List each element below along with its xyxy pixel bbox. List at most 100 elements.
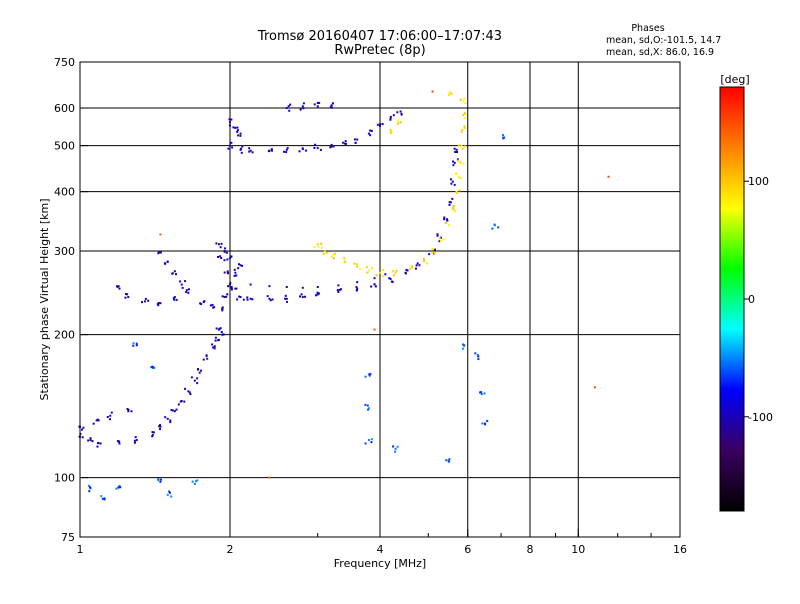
echo-point [174, 273, 177, 276]
echo-point [454, 173, 457, 176]
echo-point [432, 248, 435, 251]
echo-point [151, 435, 154, 438]
echo-point [365, 266, 368, 269]
echo-point [392, 445, 395, 448]
echo-point [187, 291, 190, 294]
echo-point [462, 114, 465, 117]
echo-point [474, 352, 477, 355]
echo-point [317, 245, 320, 248]
echo-point [448, 91, 451, 94]
echo-point [390, 280, 393, 283]
phase-stats-o-mode: mean, sd,O:-101.5, 14.7 [606, 35, 721, 46]
echo-point [370, 129, 373, 132]
echo-point [389, 131, 392, 134]
echo-point [284, 294, 287, 297]
echo-point [462, 343, 465, 346]
echo-point [439, 239, 442, 242]
echo-point [206, 357, 209, 360]
echo-point [462, 163, 465, 166]
echo-point [302, 107, 305, 110]
echo-point [159, 233, 162, 236]
echo-point [133, 439, 136, 442]
echo-point [225, 251, 228, 254]
echo-point [322, 252, 325, 255]
echo-point [484, 423, 487, 426]
echo-point [181, 286, 184, 289]
echo-point [289, 103, 292, 106]
echo-point [463, 145, 466, 148]
echo-point [394, 271, 397, 274]
echo-point [196, 377, 199, 380]
echo-point [170, 408, 173, 411]
echo-point [438, 240, 441, 243]
echo-point [374, 285, 377, 288]
echo-point [151, 365, 154, 368]
echo-point [88, 490, 91, 493]
phase-stats-x-mode: mean, sd,X: 86.0, 16.9 [606, 47, 714, 58]
echo-point [317, 292, 320, 295]
echo-point [450, 92, 453, 95]
echo-point [353, 262, 356, 265]
echo-point [119, 486, 122, 489]
echo-point [185, 289, 188, 292]
echo-point [179, 400, 182, 403]
echo-point [379, 271, 381, 274]
echo-point [344, 260, 347, 263]
echo-point [240, 151, 243, 154]
echo-point [268, 297, 271, 300]
echo-point [190, 376, 193, 379]
echo-point [193, 379, 196, 382]
echo-point [126, 293, 129, 296]
echo-point [449, 201, 452, 204]
echo-point [118, 485, 121, 488]
echo-point [232, 126, 235, 129]
echo-point [211, 303, 214, 306]
echo-point [396, 445, 399, 448]
echo-point [109, 414, 112, 417]
echo-point [448, 458, 451, 461]
echo-point [249, 297, 252, 300]
colorbar-tick-label: 100 [748, 175, 769, 188]
echo-point [399, 110, 402, 113]
echo-point [313, 246, 316, 249]
echo-point [132, 342, 135, 345]
echo-point [325, 251, 328, 254]
echo-point [457, 175, 460, 178]
echo-point [375, 274, 378, 277]
echo-point [213, 345, 216, 348]
echo-point [373, 328, 376, 331]
echo-point [443, 238, 446, 241]
echo-point [445, 218, 448, 221]
echo-point [115, 487, 118, 490]
echo-point [159, 480, 162, 483]
echo-point [436, 233, 439, 236]
echo-point [364, 403, 367, 406]
echo-point [81, 436, 84, 439]
echo-point [369, 134, 372, 137]
echo-point [443, 218, 446, 221]
colorbar-tick-label: 0 [748, 293, 755, 306]
echo-point [249, 149, 252, 152]
phase-colorbar: [deg] 100 0 -100 [719, 73, 773, 512]
echo-point [285, 300, 288, 303]
echo-point [153, 366, 156, 369]
y-tick-label: 400 [54, 186, 75, 199]
echo-point [124, 296, 127, 299]
echo-point [464, 101, 467, 104]
echo-point [225, 295, 228, 298]
echo-point [455, 190, 458, 193]
y-tick-label: 300 [54, 245, 75, 258]
echo-point [97, 441, 100, 444]
echo-point [316, 243, 319, 246]
y-tick-label: 100 [54, 472, 75, 485]
echo-point [229, 121, 231, 124]
echo-point [110, 411, 113, 414]
echo-point [248, 147, 251, 150]
echo-point [449, 178, 452, 181]
echo-point [173, 296, 176, 299]
echo-point [220, 331, 223, 334]
echo-point [299, 108, 302, 111]
echo-point [184, 387, 187, 390]
echo-point [329, 105, 332, 108]
echo-point [229, 144, 231, 147]
